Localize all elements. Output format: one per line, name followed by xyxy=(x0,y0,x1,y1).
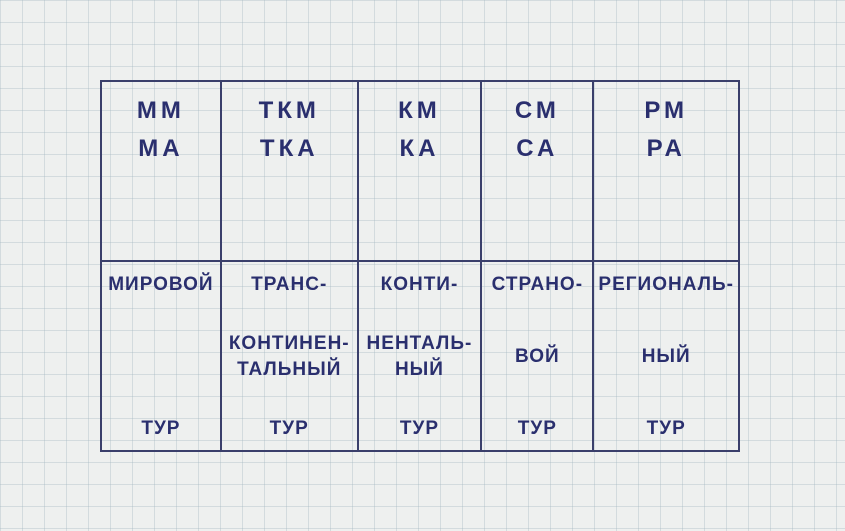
label-line-mid: ВОЙ xyxy=(515,344,560,370)
label-cell: МИРОВОЙ ТУР xyxy=(101,261,221,451)
label-line-bot: ТУР xyxy=(141,416,180,442)
code-cell: ММ МА xyxy=(101,81,221,261)
code-line-1: СМ xyxy=(515,92,560,130)
label-cell: РЕГИОНАЛЬ- НЫЙ ТУР xyxy=(593,261,739,451)
code-line-2: РА xyxy=(647,130,686,168)
table-row: МИРОВОЙ ТУР ТРАНС- КОНТИНЕН-ТАЛЬНЫЙ ТУР … xyxy=(101,261,739,451)
code-cell: СМ СА xyxy=(481,81,593,261)
label-line-top: КОНТИ- xyxy=(381,272,459,298)
label-line-top: ТРАНС- xyxy=(251,272,327,298)
label-line-top: СТРАНО- xyxy=(492,272,583,298)
label-line-mid: НЕНТАЛЬ-НЫЙ xyxy=(363,331,477,382)
code-line-2: КА xyxy=(399,130,439,168)
code-cell: КМ КА xyxy=(358,81,482,261)
code-line-2: МА xyxy=(138,130,183,168)
code-cell: РМ РА xyxy=(593,81,739,261)
label-line-mid: НЫЙ xyxy=(642,344,691,370)
code-line-1: КМ xyxy=(398,92,441,130)
code-line-2: СА xyxy=(516,130,558,168)
label-cell: СТРАНО- ВОЙ ТУР xyxy=(481,261,593,451)
code-line-2: ТКА xyxy=(260,130,319,168)
label-line-bot: ТУР xyxy=(400,416,439,442)
label-line-mid: КОНТИНЕН-ТАЛЬНЫЙ xyxy=(226,331,353,382)
code-line-1: ТКМ xyxy=(259,92,320,130)
tour-classification-table: ММ МА ТКМ ТКА КМ КА СМ СА xyxy=(100,80,740,452)
table-row: ММ МА ТКМ ТКА КМ КА СМ СА xyxy=(101,81,739,261)
label-cell: КОНТИ- НЕНТАЛЬ-НЫЙ ТУР xyxy=(358,261,482,451)
code-cell: ТКМ ТКА xyxy=(221,81,358,261)
graph-paper-sheet: ММ МА ТКМ ТКА КМ КА СМ СА xyxy=(0,0,845,531)
code-line-1: РМ xyxy=(644,92,688,130)
label-cell: ТРАНС- КОНТИНЕН-ТАЛЬНЫЙ ТУР xyxy=(221,261,358,451)
label-line-bot: ТУР xyxy=(647,416,686,442)
label-line-bot: ТУР xyxy=(270,416,309,442)
label-line-bot: ТУР xyxy=(518,416,557,442)
label-line-top: МИРОВОЙ xyxy=(108,272,213,298)
label-line-top: РЕГИОНАЛЬ- xyxy=(598,272,734,298)
code-line-1: ММ xyxy=(137,92,185,130)
